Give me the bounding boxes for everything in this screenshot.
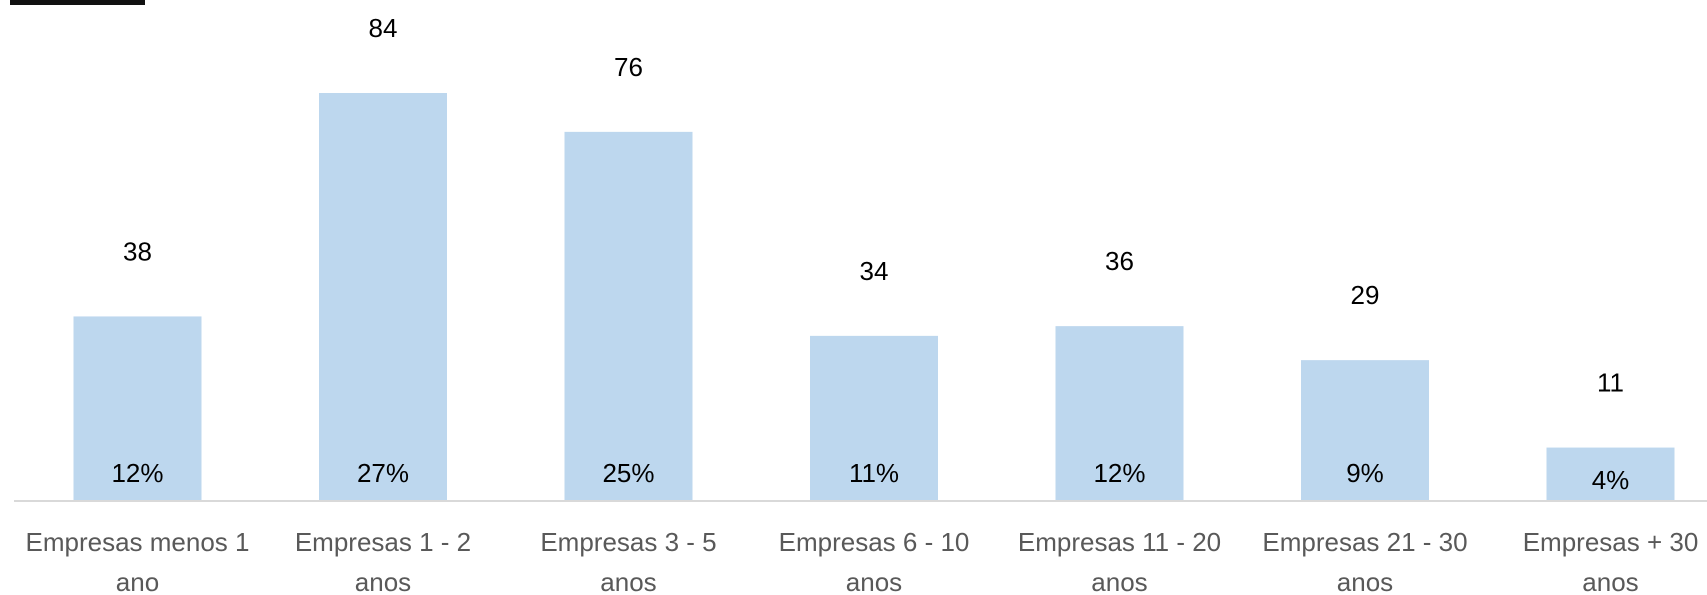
category-label: anos bbox=[1091, 567, 1147, 595]
category-label: Empresas menos 1 bbox=[26, 527, 250, 557]
percent-label: 27% bbox=[357, 458, 409, 488]
category-labels-group: Empresas menos 1 ano Empresas 1 - 2 anos Emp… bbox=[26, 527, 1699, 595]
value-label: 29 bbox=[1351, 280, 1380, 310]
value-labels-group: 38 84 76 34 36 29 11 bbox=[123, 13, 1624, 398]
category-label: Empresas 11 - 20 bbox=[1018, 527, 1221, 557]
percent-label: 9% bbox=[1346, 458, 1384, 488]
category-label: anos bbox=[355, 567, 411, 595]
corner-fragment-mark bbox=[10, 0, 145, 5]
value-label: 38 bbox=[123, 236, 152, 266]
bar bbox=[1546, 447, 1675, 501]
bar bbox=[319, 93, 447, 501]
value-label: 76 bbox=[614, 52, 643, 82]
category-label: anos bbox=[1582, 567, 1638, 595]
bar bbox=[810, 335, 938, 501]
category-label: Empresas 6 - 10 bbox=[779, 527, 970, 557]
category-label: Empresas 3 - 5 bbox=[540, 527, 716, 557]
value-label: 11 bbox=[1597, 368, 1624, 398]
bar bbox=[564, 131, 693, 501]
bars-group bbox=[73, 93, 1675, 501]
value-label: 84 bbox=[369, 13, 398, 43]
bar bbox=[1055, 326, 1184, 501]
category-label: anos bbox=[1337, 567, 1393, 595]
value-label: 34 bbox=[860, 256, 889, 286]
category-label: ano bbox=[116, 567, 159, 595]
percent-labels-group: 12% 27% 25% 11% 12% 9% 4% bbox=[111, 458, 1629, 495]
bar bbox=[1301, 360, 1429, 501]
value-label: 36 bbox=[1105, 246, 1134, 276]
category-label: Empresas + 30 bbox=[1523, 527, 1699, 557]
category-label: Empresas 1 - 2 bbox=[295, 527, 471, 557]
percent-label: 4% bbox=[1592, 465, 1630, 495]
category-label: Empresas 21 - 30 bbox=[1262, 527, 1467, 557]
percent-label: 11% bbox=[849, 458, 899, 488]
category-label: anos bbox=[846, 567, 902, 595]
bar bbox=[73, 316, 202, 501]
percent-label: 25% bbox=[602, 458, 654, 488]
percent-label: 12% bbox=[111, 458, 163, 488]
category-label: anos bbox=[600, 567, 656, 595]
percent-label: 12% bbox=[1093, 458, 1145, 488]
